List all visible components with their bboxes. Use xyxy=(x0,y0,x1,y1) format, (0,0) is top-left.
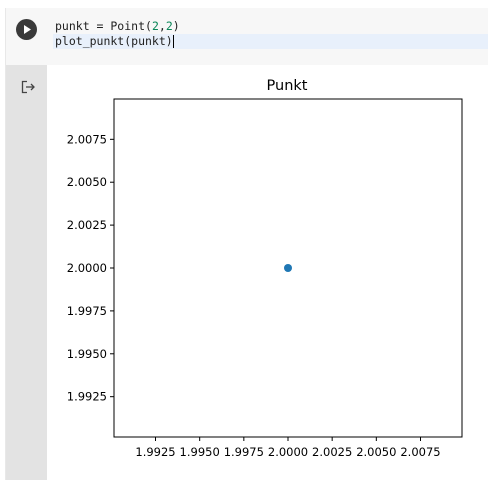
number-literal: 2 xyxy=(151,19,159,33)
play-icon xyxy=(24,25,31,34)
plot-output: Punkt 1.9925 1.9950 1.9975 2.0000 2.0025 2.00… xyxy=(47,65,488,480)
y-tick-label: 2.0000 xyxy=(67,261,107,275)
x-tick-label: 2.0000 xyxy=(268,445,308,459)
cell-output: Punkt 1.9925 1.9950 1.9975 2.0000 2.0025 2.00… xyxy=(6,65,488,480)
number-literal: 2 xyxy=(165,19,173,33)
y-tick-label: 2.0025 xyxy=(67,218,107,232)
x-tick-label: 1.9925 xyxy=(135,445,175,459)
output-redirect-icon[interactable] xyxy=(20,79,36,95)
y-tick-label: 1.9975 xyxy=(67,304,107,318)
x-tick-label: 1.9950 xyxy=(180,445,220,459)
y-axis: 2.0075 2.0050 2.0025 2.0000 1.9975 1.9950 1.99… xyxy=(67,132,114,404)
code-editor[interactable]: punkt = Point(2,2) plot_punkt(punkt) xyxy=(53,17,488,61)
code-token: punkt = Point( xyxy=(55,19,152,33)
code-cell-input[interactable]: punkt = Point(2,2) plot_punkt(punkt) xyxy=(6,8,488,65)
code-line-2[interactable]: plot_punkt(punkt) xyxy=(53,34,488,49)
y-tick-label: 2.0050 xyxy=(67,175,107,189)
text-cursor xyxy=(172,35,174,48)
x-tick-label: 2.0050 xyxy=(356,445,396,459)
x-tick-label: 2.0075 xyxy=(400,445,440,459)
run-cell-button[interactable] xyxy=(16,19,37,40)
y-tick-label: 1.9950 xyxy=(67,347,107,361)
data-points xyxy=(284,264,292,272)
output-gutter xyxy=(6,65,47,480)
y-tick-label: 2.0075 xyxy=(67,132,107,146)
code-token: plot_punkt(punkt) xyxy=(55,34,173,48)
code-token: , xyxy=(158,19,166,33)
scatter-point xyxy=(284,264,292,272)
code-line-1[interactable]: punkt = Point(2,2) xyxy=(53,19,488,34)
x-tick-label: 1.9975 xyxy=(224,445,264,459)
x-tick-label: 2.0025 xyxy=(312,445,352,459)
code-token: ) xyxy=(172,19,180,33)
y-tick-label: 1.9925 xyxy=(67,390,107,404)
x-axis: 1.9925 1.9950 1.9975 2.0000 2.0025 2.0050 2.00… xyxy=(135,437,441,459)
chart-title: Punkt xyxy=(267,78,308,94)
notebook-cell[interactable]: punkt = Point(2,2) plot_punkt(punkt) Pun… xyxy=(5,8,488,480)
scatter-chart: Punkt 1.9925 1.9950 1.9975 2.0000 2.0025 2.00… xyxy=(67,78,463,459)
